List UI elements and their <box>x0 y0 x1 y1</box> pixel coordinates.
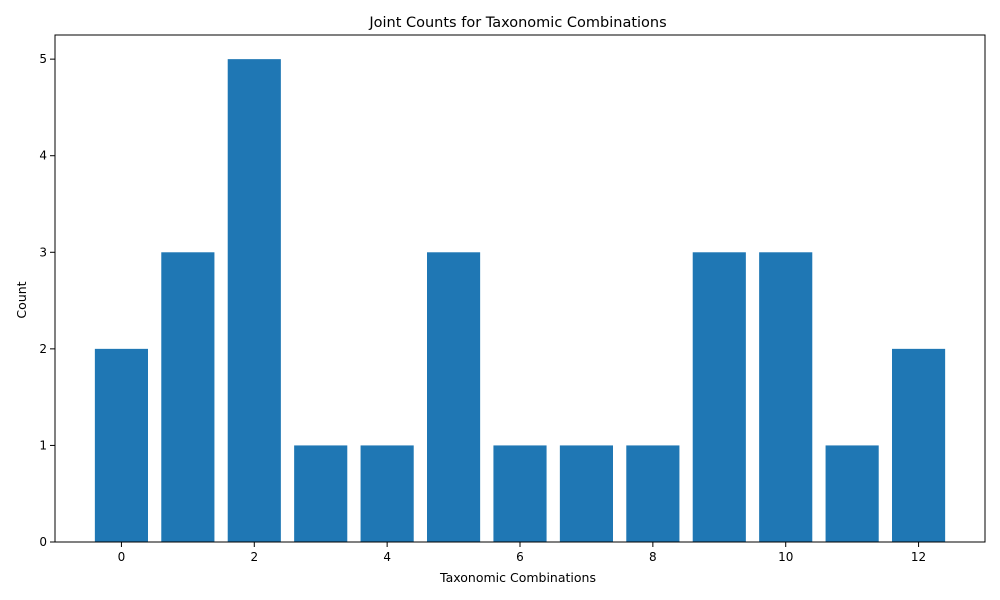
bar-4 <box>360 445 414 542</box>
bar-12 <box>892 348 946 542</box>
x-axis-ticks: 0 2 4 6 8 10 12 <box>118 542 926 564</box>
x-axis-label: Taxonomic Combinations <box>439 570 596 585</box>
y-tick-label: 5 <box>39 52 47 66</box>
x-tick-label: 2 <box>250 550 258 564</box>
bar-5 <box>427 252 481 543</box>
x-tick-label: 4 <box>383 550 391 564</box>
y-tick-label: 3 <box>39 245 47 259</box>
bar-7 <box>559 445 613 542</box>
bar-2 <box>227 59 281 543</box>
bar-1 <box>161 252 215 543</box>
bar-8 <box>626 445 680 542</box>
chart-title: Joint Counts for Taxonomic Combinations <box>368 15 666 31</box>
bar-11 <box>825 445 879 542</box>
y-tick-label: 0 <box>39 535 47 549</box>
x-tick-label: 8 <box>649 550 657 564</box>
bar-10 <box>759 252 813 543</box>
bar-9 <box>692 252 746 543</box>
bar-6 <box>493 445 547 542</box>
x-tick-label: 10 <box>778 550 793 564</box>
y-tick-label: 4 <box>39 149 47 163</box>
x-tick-label: 12 <box>911 550 926 564</box>
bar-0 <box>94 348 148 542</box>
y-axis-label: Count <box>14 281 29 318</box>
y-axis-ticks: 0 1 2 3 4 5 <box>39 52 55 549</box>
y-tick-label: 1 <box>39 438 47 452</box>
x-tick-label: 6 <box>516 550 524 564</box>
bars <box>94 59 946 543</box>
x-tick-label: 0 <box>118 550 126 564</box>
plot-frame <box>54 34 986 543</box>
bar-3 <box>294 445 348 542</box>
y-tick-label: 2 <box>39 342 47 356</box>
